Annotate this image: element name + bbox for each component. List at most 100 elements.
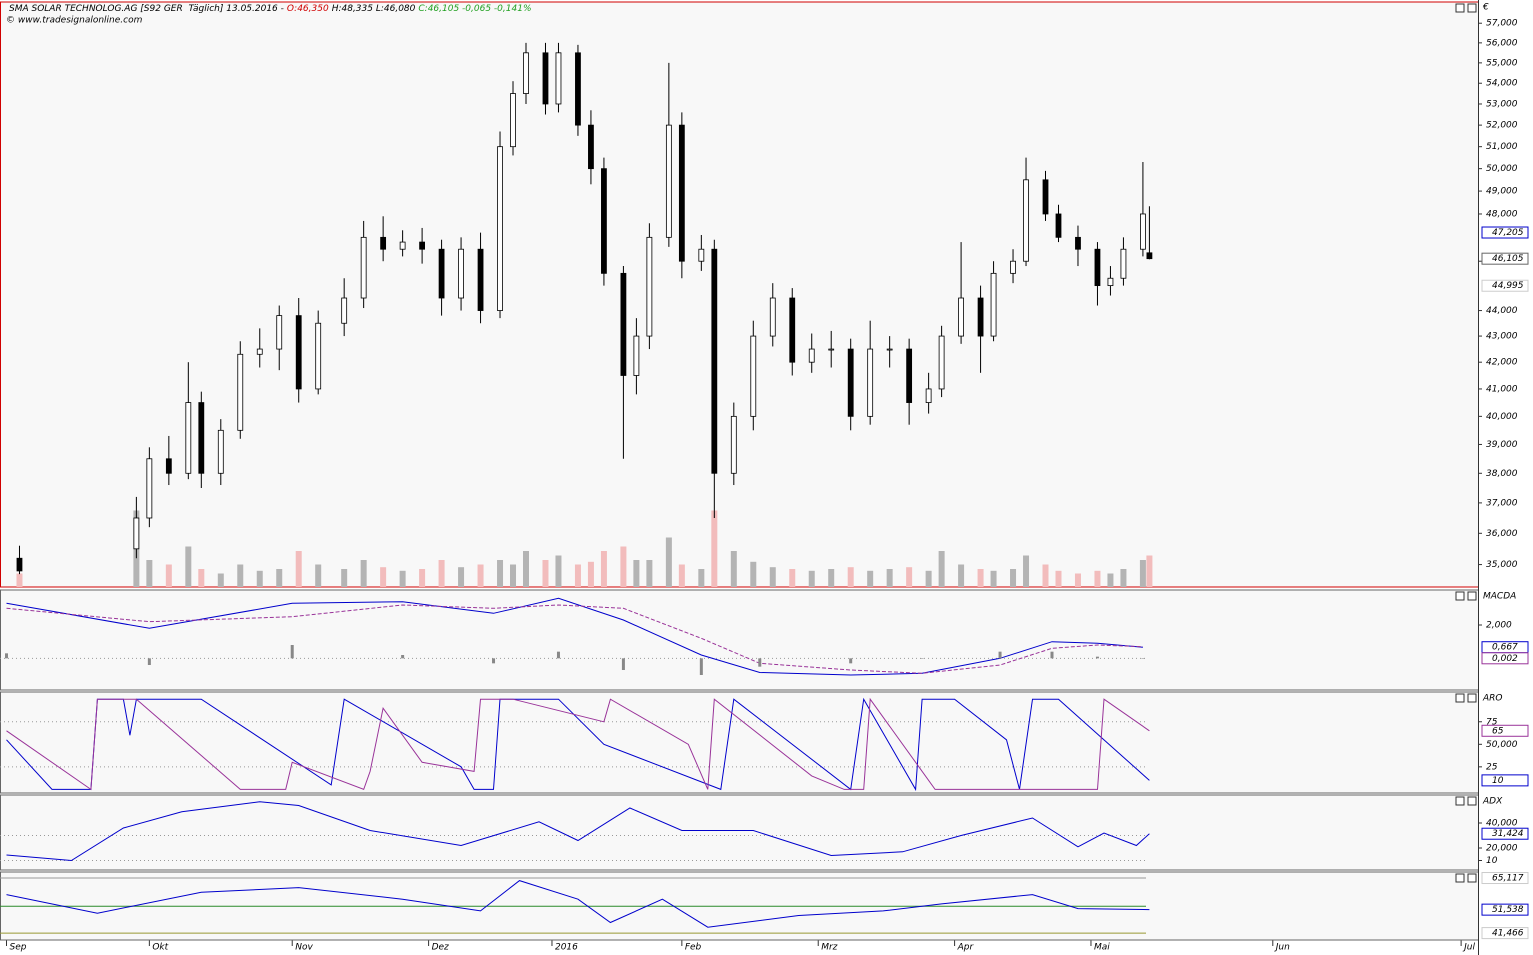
candle-body (133, 517, 140, 550)
volume-bar (458, 567, 465, 587)
value-marker-label: 0,667 (1492, 643, 1518, 653)
candle-body (925, 388, 932, 403)
volume-bar (620, 546, 627, 587)
indicator-line (6, 597, 1143, 676)
candle-body (769, 297, 776, 337)
panel-background (0, 1, 1479, 588)
candle-body (510, 93, 516, 148)
y-tick-label: 56,000 (1486, 38, 1518, 48)
y-tick-label: 44,000 (1486, 306, 1518, 316)
volume-bar (399, 570, 406, 587)
value-marker (1481, 252, 1529, 265)
candle-body (1146, 252, 1153, 260)
x-tick-label: Feb (685, 943, 702, 953)
value-marker (1481, 279, 1529, 292)
x-tick-label: Mrz (821, 943, 837, 953)
histogram-bar (556, 651, 560, 659)
value-marker (1481, 903, 1529, 916)
histogram-bar (998, 651, 1002, 659)
volume-bar (360, 560, 367, 587)
y-tick-label: 50,000 (1486, 740, 1518, 750)
histogram-bar (621, 658, 625, 670)
volume-bar (828, 569, 835, 587)
y-tick-label: 25 (1486, 762, 1498, 772)
candle-body (165, 458, 172, 474)
header-part: C:46,105 -0,065 -0,141% (418, 4, 531, 14)
candle-body (1120, 248, 1127, 279)
candle-body (730, 415, 737, 474)
value-marker-label: 46,105 (1492, 254, 1524, 264)
y-tick-label: 49,000 (1486, 187, 1518, 197)
candle-body (711, 248, 718, 474)
volume-bar (315, 564, 322, 587)
candle-body (977, 297, 984, 337)
window-button (1467, 796, 1477, 806)
x-tick-label: Sep (9, 943, 26, 953)
candle-body (601, 168, 607, 274)
volume-bar (217, 573, 224, 587)
panel-background (0, 589, 1479, 691)
value-marker (1481, 652, 1529, 665)
value-marker (1481, 927, 1529, 940)
candle-body (341, 297, 348, 324)
candle-body (185, 402, 192, 474)
candle-body (555, 52, 562, 105)
y-tick-label: 38,000 (1486, 469, 1518, 479)
panel-background (0, 691, 1479, 794)
value-marker-label: 41,466 (1492, 929, 1524, 939)
volume-bar (847, 567, 854, 587)
candle-body (867, 348, 874, 417)
volume-bar (438, 560, 445, 587)
candle-body (542, 52, 549, 105)
candle-body (419, 241, 426, 250)
panel-title: MACDA (1483, 592, 1516, 602)
candle-body (146, 458, 153, 519)
candle-body (886, 348, 893, 351)
volume-bar (977, 569, 984, 587)
window-button (1467, 693, 1477, 703)
candle-body (990, 272, 997, 337)
volume-bar (990, 570, 997, 587)
volume-bar (419, 569, 426, 587)
value-marker-label: 65,117 (1492, 874, 1524, 884)
histogram-bar (1050, 651, 1054, 659)
volume-bar (678, 564, 685, 587)
plot (0, 877, 1150, 934)
volume-bar (587, 561, 594, 587)
volume-bar (789, 569, 796, 587)
candle-body (958, 297, 964, 337)
value-marker (1481, 774, 1529, 787)
x-tick-label: Dez (432, 943, 449, 953)
currency: € (1482, 3, 1489, 13)
candle-body (256, 348, 263, 355)
volume-bar (1023, 555, 1030, 587)
histogram-bar (401, 655, 405, 659)
histogram-bar (290, 645, 294, 659)
volume-bar (237, 564, 244, 587)
header: SMA SOLAR TECHNOLOG.AG [S92 GER Täglich]… (9, 4, 532, 14)
candle-body (497, 146, 503, 311)
histogram-bar (492, 658, 496, 664)
x-tick-label: Apr (957, 943, 975, 953)
y-tick-label: 10 (1486, 856, 1498, 866)
window-button (1455, 796, 1465, 806)
indicator-line (6, 880, 1150, 928)
volume-bar (256, 570, 263, 587)
histogram-bar (4, 653, 8, 659)
x-tick-label: 2016 (555, 943, 578, 953)
x-tick-label: Mai (1094, 943, 1110, 953)
y-tick-label: 55,000 (1486, 58, 1518, 68)
candle-body (633, 335, 640, 376)
window-button (1467, 873, 1477, 883)
window-button (1467, 3, 1477, 13)
histogram-bar (849, 658, 853, 664)
volume-bar (711, 510, 718, 587)
value-marker (1481, 827, 1529, 840)
volume-bar (16, 573, 23, 587)
volume-bar (769, 567, 776, 587)
header-part: O:46,350 (287, 4, 329, 14)
value-marker-label: 47,205 (1492, 228, 1524, 238)
volume-bar (750, 561, 757, 587)
y-tick-label: 48,000 (1486, 209, 1518, 219)
